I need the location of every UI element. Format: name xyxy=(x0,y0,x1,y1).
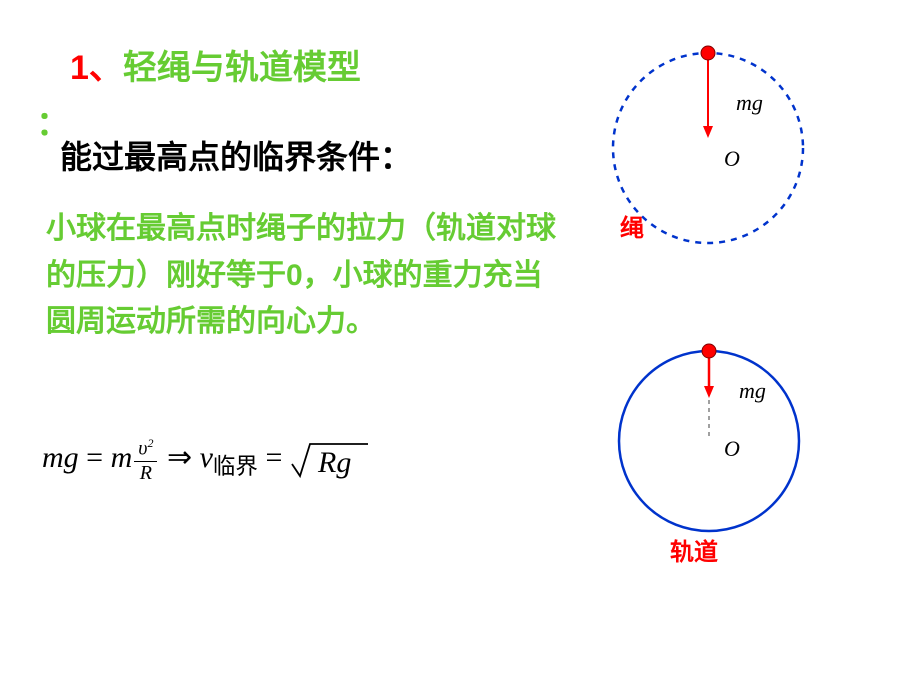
svg-text:Rg: Rg xyxy=(317,446,351,479)
formula-lhs: mg xyxy=(42,441,79,474)
rope-mg-arrowhead xyxy=(703,126,713,138)
formula-sqrt: Rg xyxy=(290,438,370,482)
section-heading: 1、轻绳与轨道模型 xyxy=(70,40,361,89)
formula-subscript: 临界 xyxy=(213,454,258,479)
rope-mg-label: mg xyxy=(736,90,763,115)
formula-eq2: = xyxy=(258,441,290,474)
diagram-track-svg: mg O xyxy=(594,326,834,556)
rope-ball xyxy=(701,46,715,60)
track-name-label: 轨道 xyxy=(670,532,718,567)
rope-name-label: 绳 xyxy=(620,208,644,243)
formula-v: v xyxy=(200,441,213,474)
subheading: 能过最高点的临界条件： xyxy=(60,132,412,178)
track-center-label: O xyxy=(724,436,740,461)
body-paragraph: 小球在最高点时绳子的拉力（轨道对球的压力）刚好等于0，小球的重力充当圆周运动所需… xyxy=(46,206,566,346)
formula-eq1: = xyxy=(79,441,111,474)
rope-center-label: O xyxy=(724,146,740,171)
fraction-denominator: R xyxy=(134,462,157,485)
diagram-track: mg O xyxy=(594,326,834,561)
heading-title: 轻绳与轨道模型 xyxy=(123,49,361,87)
formula-coeff: m xyxy=(111,441,133,474)
formula: mg = m υ2 R ⇒ v临界 = Rg xyxy=(42,436,370,485)
heading-number: 1、 xyxy=(70,49,123,87)
track-mg-label: mg xyxy=(739,378,766,403)
track-mg-arrowhead xyxy=(704,386,714,398)
track-ball xyxy=(702,344,716,358)
formula-fraction: υ2 R xyxy=(134,436,157,485)
formula-arrow: ⇒ xyxy=(159,441,199,474)
fraction-numerator: υ2 xyxy=(134,436,157,462)
